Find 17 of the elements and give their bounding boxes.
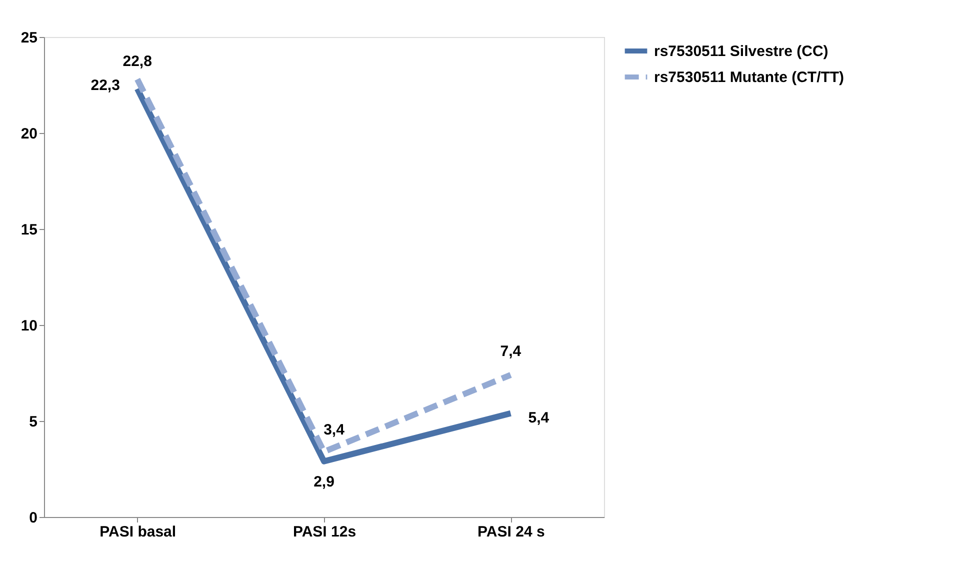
data-label: 22,3 — [90, 76, 120, 94]
y-tick-label: 5 — [29, 414, 38, 430]
y-tick-label: 20 — [20, 126, 38, 142]
x-tick-label: PASI 24 s — [478, 524, 545, 540]
x-tick-label: PASI basal — [100, 524, 176, 540]
data-label: 2,9 — [314, 473, 334, 490]
data-label: 22,8 — [122, 53, 152, 70]
data-label: 7,4 — [500, 342, 522, 360]
legend-label: rs7530511 Silvestre (CC) — [654, 43, 828, 60]
x-tick-label: PASI 12s — [292, 524, 356, 540]
y-tick-label: 0 — [29, 510, 38, 526]
y-tick-label: 10 — [20, 318, 38, 334]
data-label: 3,4 — [324, 422, 346, 439]
y-tick-label: 25 — [20, 30, 38, 46]
legend-label: rs7530511 Mutante (CT/TT) — [654, 69, 844, 86]
data-label: 5,4 — [528, 409, 550, 426]
y-tick-label: 15 — [20, 222, 38, 238]
